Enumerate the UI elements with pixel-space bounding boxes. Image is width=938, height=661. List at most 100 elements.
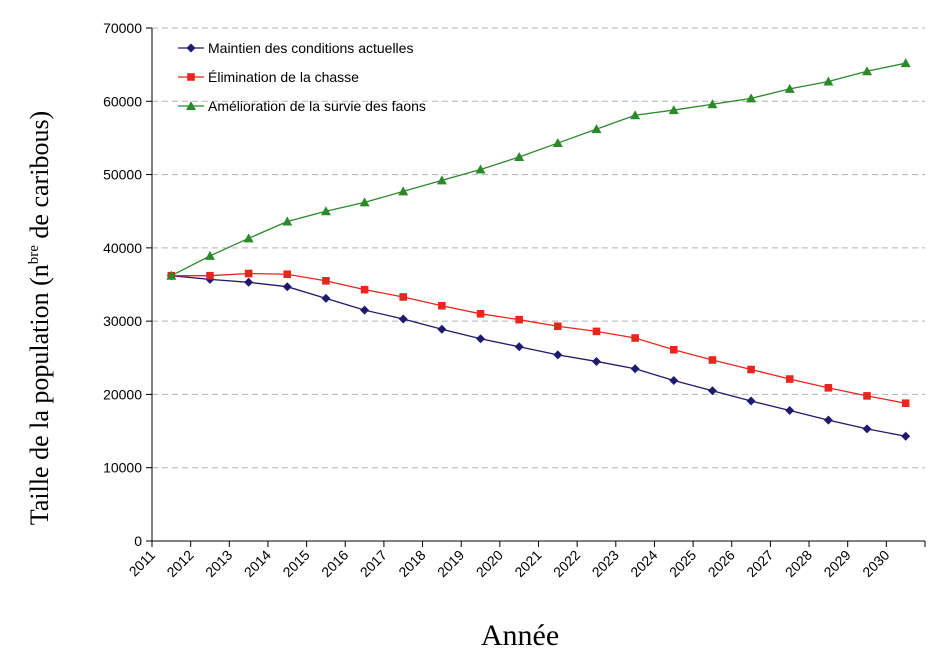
data-point [243, 233, 254, 243]
data-point [206, 271, 214, 280]
data-point [669, 345, 678, 354]
series-line [171, 62, 906, 277]
data-point [282, 216, 293, 226]
data-point [668, 105, 679, 115]
data-point [552, 138, 563, 148]
data-point [707, 386, 717, 396]
data-point [360, 305, 370, 315]
x-axis-title: Année [481, 619, 559, 652]
data-point [863, 392, 871, 400]
data-point [631, 334, 639, 342]
data-point [244, 277, 254, 287]
x-tick-label: 2014 [241, 547, 274, 580]
data-point [901, 399, 910, 408]
data-point [475, 164, 486, 174]
data-point [320, 206, 331, 216]
y-tick-label: 60000 [103, 93, 142, 109]
data-point [360, 285, 369, 294]
data-point [630, 364, 640, 374]
legend-label: Amélioration de la survie des faons [208, 98, 426, 114]
data-point [591, 356, 601, 366]
x-tick-label: 2022 [550, 547, 583, 580]
legend-item-2: Élimination de la chasse [178, 69, 359, 85]
data-point [707, 99, 718, 109]
data-point [785, 406, 795, 416]
data-point [784, 83, 795, 93]
y-tick-label: 0 [134, 533, 142, 549]
data-point [359, 197, 370, 207]
data-point [901, 431, 911, 441]
data-point [823, 76, 834, 86]
x-tick-labels: 2011 2012 2013 2014 2015 2016 2017 2018 2019 2020… [126, 547, 893, 580]
series-2 [167, 269, 910, 408]
x-tick-label: 2029 [820, 547, 853, 580]
x-tick-label: 2017 [357, 547, 390, 580]
data-point [630, 110, 641, 120]
data-point [746, 93, 757, 103]
data-point [244, 269, 253, 278]
legend: Maintien des conditions actuelles Élimina… [178, 40, 426, 114]
x-tick-label: 2026 [705, 547, 738, 580]
data-point [591, 124, 602, 134]
legend-swatch-marker [186, 101, 196, 110]
legend-swatch-marker [186, 43, 196, 53]
y-axis-title: Taille de la population (nbre de caribou… [25, 111, 54, 525]
data-point [862, 424, 872, 434]
legend-item-1: Maintien des conditions actuelles [178, 40, 413, 56]
y-axis-title-rest: de caribous) [25, 111, 54, 245]
data-point [282, 282, 292, 292]
y-tick-labels: 0 10000 20000 30000 40000 50000 60000 70000 [103, 20, 142, 549]
legend-item-3: Amélioration de la survie des faons [178, 98, 426, 114]
data-point [476, 334, 486, 344]
x-tick-label: 2015 [279, 547, 312, 580]
axes [146, 27, 926, 547]
x-tick-label: 2030 [859, 547, 892, 580]
x-tick-label: 2021 [511, 547, 544, 580]
y-axis-title-main: Taille de la population (n [25, 264, 54, 525]
series-3 [166, 58, 911, 280]
series-line [171, 275, 906, 437]
data-point [515, 315, 523, 324]
x-tick-label: 2012 [163, 547, 196, 580]
y-tick-label: 10000 [103, 460, 142, 476]
data-point [166, 270, 177, 280]
series-1 [166, 271, 911, 441]
y-tick-label: 30000 [103, 313, 142, 329]
data-point [283, 270, 292, 279]
y-tick-label: 70000 [103, 20, 142, 36]
data-point [321, 293, 331, 303]
data-point [747, 365, 755, 374]
x-tick-label: 2024 [627, 547, 660, 580]
legend-label: Maintien des conditions actuelles [208, 40, 413, 56]
x-tick-label: 2011 [126, 547, 159, 580]
x-tick-label: 2023 [589, 547, 622, 580]
data-point [436, 175, 447, 185]
data-point [204, 250, 215, 260]
data-point [514, 151, 525, 161]
legend-label: Élimination de la chasse [208, 69, 359, 85]
data-point [514, 342, 524, 352]
data-point [785, 375, 794, 383]
data-point [554, 322, 562, 331]
data-point [398, 186, 409, 196]
x-tick-label: 2028 [782, 547, 815, 580]
y-tick-label: 50000 [103, 167, 142, 183]
data-point [900, 58, 911, 68]
data-point [862, 66, 873, 76]
grid-lines [152, 27, 925, 469]
data-point [437, 324, 447, 334]
data-point [398, 314, 408, 324]
x-tick-label: 2013 [202, 547, 235, 580]
y-tick-label: 40000 [103, 240, 142, 256]
x-tick-label: 2016 [318, 547, 351, 580]
y-axis-title-superscript: bre [26, 245, 42, 264]
data-point [553, 350, 563, 360]
x-tick-label: 2020 [473, 547, 506, 580]
data-point [438, 301, 446, 310]
y-tick-label: 20000 [103, 386, 142, 402]
x-tick-label: 2018 [395, 547, 428, 580]
series-line [171, 272, 906, 404]
data-point [592, 327, 601, 336]
x-tick-label: 2019 [434, 547, 467, 580]
